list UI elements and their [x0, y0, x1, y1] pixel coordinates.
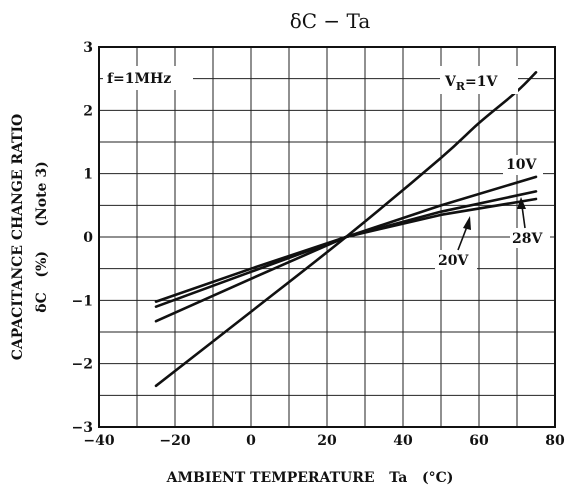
plot-frame — [98, 46, 556, 428]
y-tick-label: 1 — [83, 167, 93, 183]
y-tick-label: −3 — [72, 420, 93, 436]
series-label-28v-text: 28V — [512, 231, 543, 247]
annotation-frequency: f=1MHz — [107, 71, 171, 87]
x-tick-label: −40 — [83, 433, 114, 449]
tick-layer: −40 −20 0 20 40 60 80 −3 −2 −1 0 1 2 3 — [72, 40, 565, 449]
y-axis-label: CAPACITANCE CHANGE RATIO δC (%) (Note 3) — [10, 114, 50, 361]
series-label-10v-background — [503, 155, 543, 175]
series-label-28v-background — [510, 228, 550, 248]
series-label-20v: 20V — [435, 216, 477, 270]
series-label-vr1-background — [440, 66, 518, 94]
chart-title: δC − Ta — [290, 9, 371, 33]
series-label-20v-background — [435, 250, 477, 270]
annotation-background — [103, 66, 193, 90]
series-label-vr1-text: VR=1V — [444, 74, 499, 93]
series-label-vr1: VR=1V — [440, 66, 518, 94]
series-line-28v — [154, 197, 538, 303]
x-tick-label: 20 — [317, 433, 337, 449]
series-label-vr1-suffix: =1V — [465, 74, 498, 90]
annotation-box: f=1MHz — [103, 66, 193, 90]
series-label-28v: 28V — [510, 197, 550, 248]
series-label-vr1-sub: R — [456, 80, 466, 93]
x-axis-label: AMBIENT TEMPERATURE Ta (°C) — [166, 470, 454, 486]
y-tick-label: −2 — [72, 357, 93, 373]
y-tick-label: −1 — [72, 293, 93, 309]
arrow-28v-shaft — [521, 205, 526, 229]
y-tick-label: 2 — [83, 103, 93, 119]
y-axis-label-line2: δC (%) (Note 3) — [34, 161, 50, 312]
series-label-10v: 10V — [503, 155, 543, 175]
x-tick-label: −20 — [159, 433, 190, 449]
x-tick-label: 40 — [393, 433, 413, 449]
series-label-20v-text: 20V — [438, 253, 469, 269]
series-label-vr1-prefix: V — [444, 74, 457, 90]
arrow-28v-head — [517, 197, 526, 209]
y-tick-label: 3 — [83, 40, 93, 56]
y-tick-label: 0 — [83, 230, 93, 246]
y-axis-label-line1: CAPACITANCE CHANGE RATIO — [10, 114, 26, 361]
arrow-20v-head — [463, 216, 471, 230]
x-tick-label: 60 — [469, 433, 489, 449]
series-label-10v-text: 10V — [506, 157, 537, 173]
x-tick-label: 80 — [545, 433, 565, 449]
x-tick-label: 0 — [246, 433, 256, 449]
grid-layer — [99, 47, 555, 427]
